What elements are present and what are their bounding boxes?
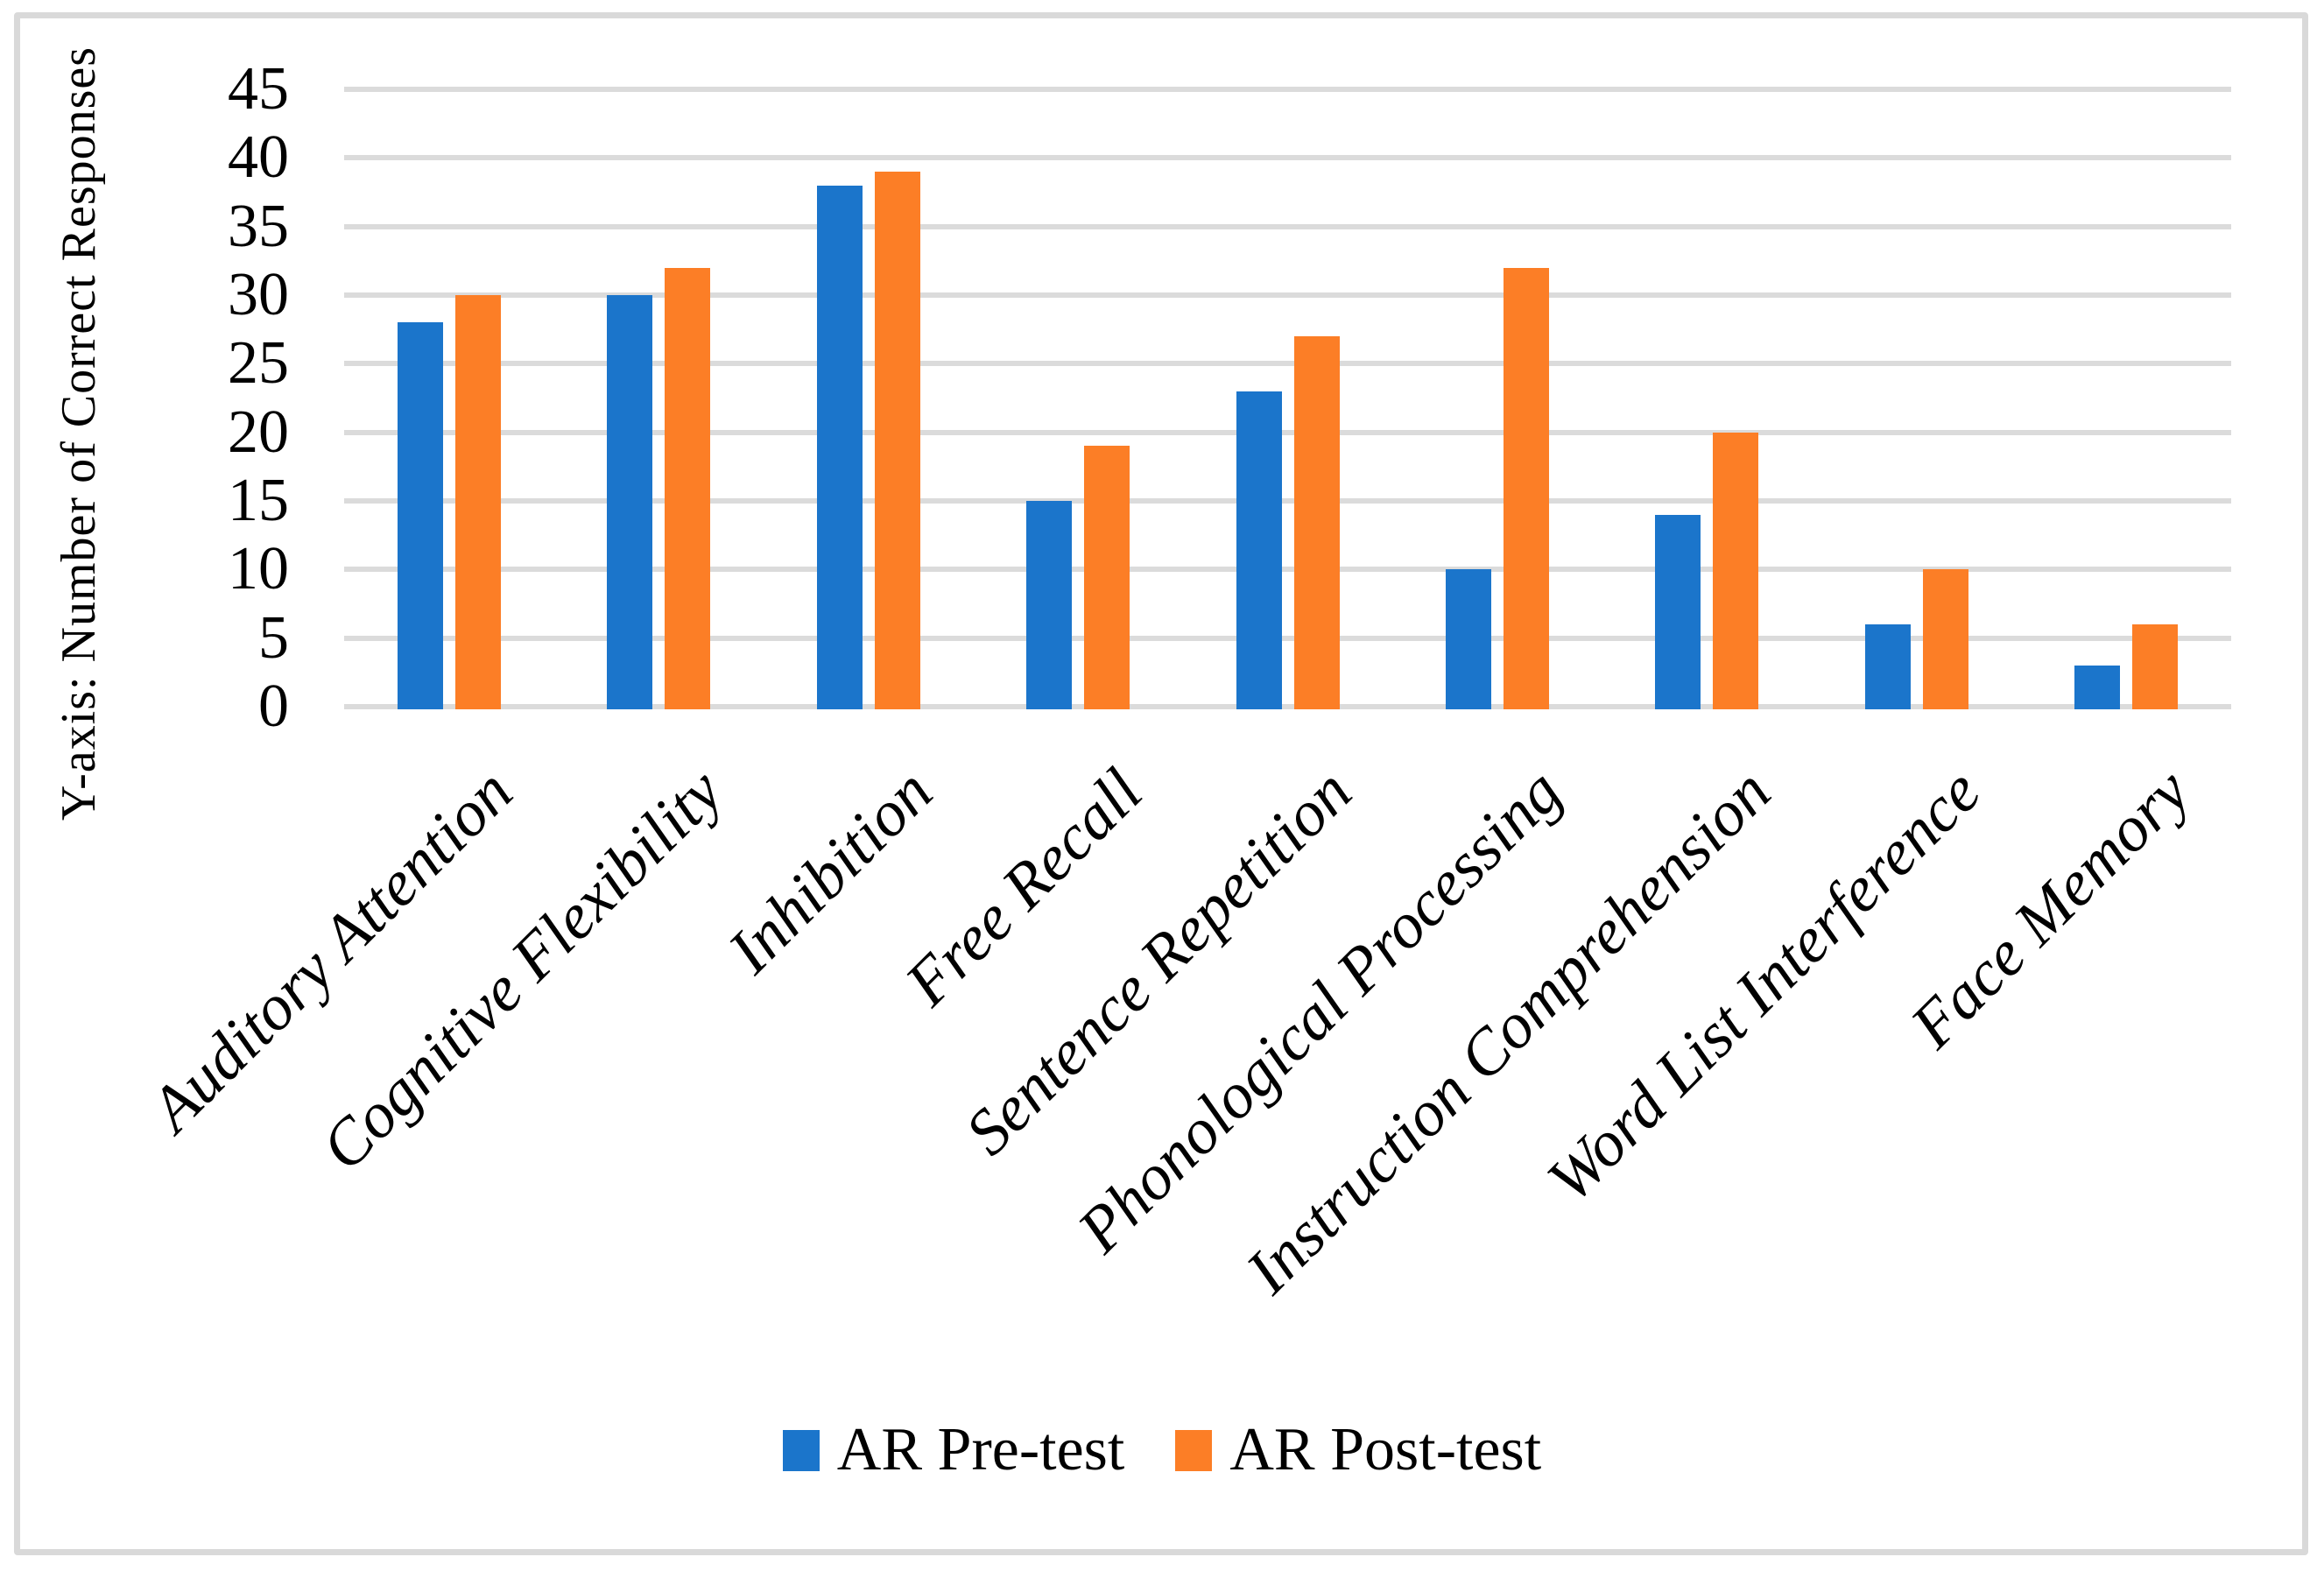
gridline-y-45 xyxy=(344,87,2231,92)
gridline-y-30 xyxy=(344,292,2231,298)
gridline-y-15 xyxy=(344,498,2231,504)
gridline-y-40 xyxy=(344,155,2231,161)
category-label-1: Auditory Attention xyxy=(137,755,527,1145)
y-tick-label-30: 30 xyxy=(228,261,289,328)
y-tick-label-40: 40 xyxy=(228,123,289,192)
y-tick-label-10: 10 xyxy=(228,535,289,603)
bar-posttest-9 xyxy=(2132,624,2179,709)
gridline-y-25 xyxy=(344,361,2231,367)
y-tick-label-0: 0 xyxy=(258,673,289,740)
y-tick-label-45: 45 xyxy=(228,55,289,123)
y-axis-title: Y-axis: Number of Correct Responses xyxy=(52,46,106,821)
bar-pretest-2 xyxy=(607,295,653,709)
bar-pretest-9 xyxy=(2074,666,2121,709)
y-tick-label-20: 20 xyxy=(228,398,289,466)
y-tick-label-35: 35 xyxy=(228,192,289,260)
category-label-5: Sentence Repetition xyxy=(952,755,1366,1169)
category-label-2: Cognitive Flexibility xyxy=(307,755,736,1185)
bar-pretest-7 xyxy=(1655,514,1701,709)
bar-pretest-8 xyxy=(1864,624,1911,709)
bar-pretest-5 xyxy=(1236,391,1282,709)
bar-posttest-3 xyxy=(874,172,920,709)
bar-posttest-6 xyxy=(1503,267,1549,709)
y-tick-label-5: 5 xyxy=(258,603,289,672)
bar-pretest-4 xyxy=(1026,501,1073,709)
y-tick-label-15: 15 xyxy=(228,467,289,534)
legend-item-pretest: AR Pre-test xyxy=(782,1415,1125,1485)
gridline-y-0 xyxy=(344,704,2231,709)
legend-swatch-posttest xyxy=(1175,1429,1213,1471)
bar-posttest-8 xyxy=(1922,569,1968,709)
bar-pretest-1 xyxy=(397,322,443,709)
bar-posttest-4 xyxy=(1084,446,1130,709)
bar-posttest-2 xyxy=(665,267,711,709)
legend-item-posttest: AR Post-test xyxy=(1175,1415,1541,1485)
bar-posttest-5 xyxy=(1293,336,1340,709)
legend: AR Pre-test AR Post-test xyxy=(0,1401,2324,1499)
gridline-y-5 xyxy=(344,635,2231,641)
gridline-y-10 xyxy=(344,567,2231,573)
bar-posttest-1 xyxy=(454,295,501,709)
bar-pretest-6 xyxy=(1445,569,1491,709)
legend-label-pretest: AR Pre-test xyxy=(836,1416,1125,1483)
y-tick-label-25: 25 xyxy=(228,329,289,398)
bar-pretest-3 xyxy=(816,185,863,709)
legend-label-posttest: AR Post-test xyxy=(1229,1416,1542,1483)
gridline-y-20 xyxy=(344,429,2231,435)
legend-swatch-pretest xyxy=(782,1429,820,1471)
plot-area xyxy=(344,87,2231,709)
bar-posttest-7 xyxy=(1713,432,1759,709)
gridline-y-35 xyxy=(344,223,2231,229)
